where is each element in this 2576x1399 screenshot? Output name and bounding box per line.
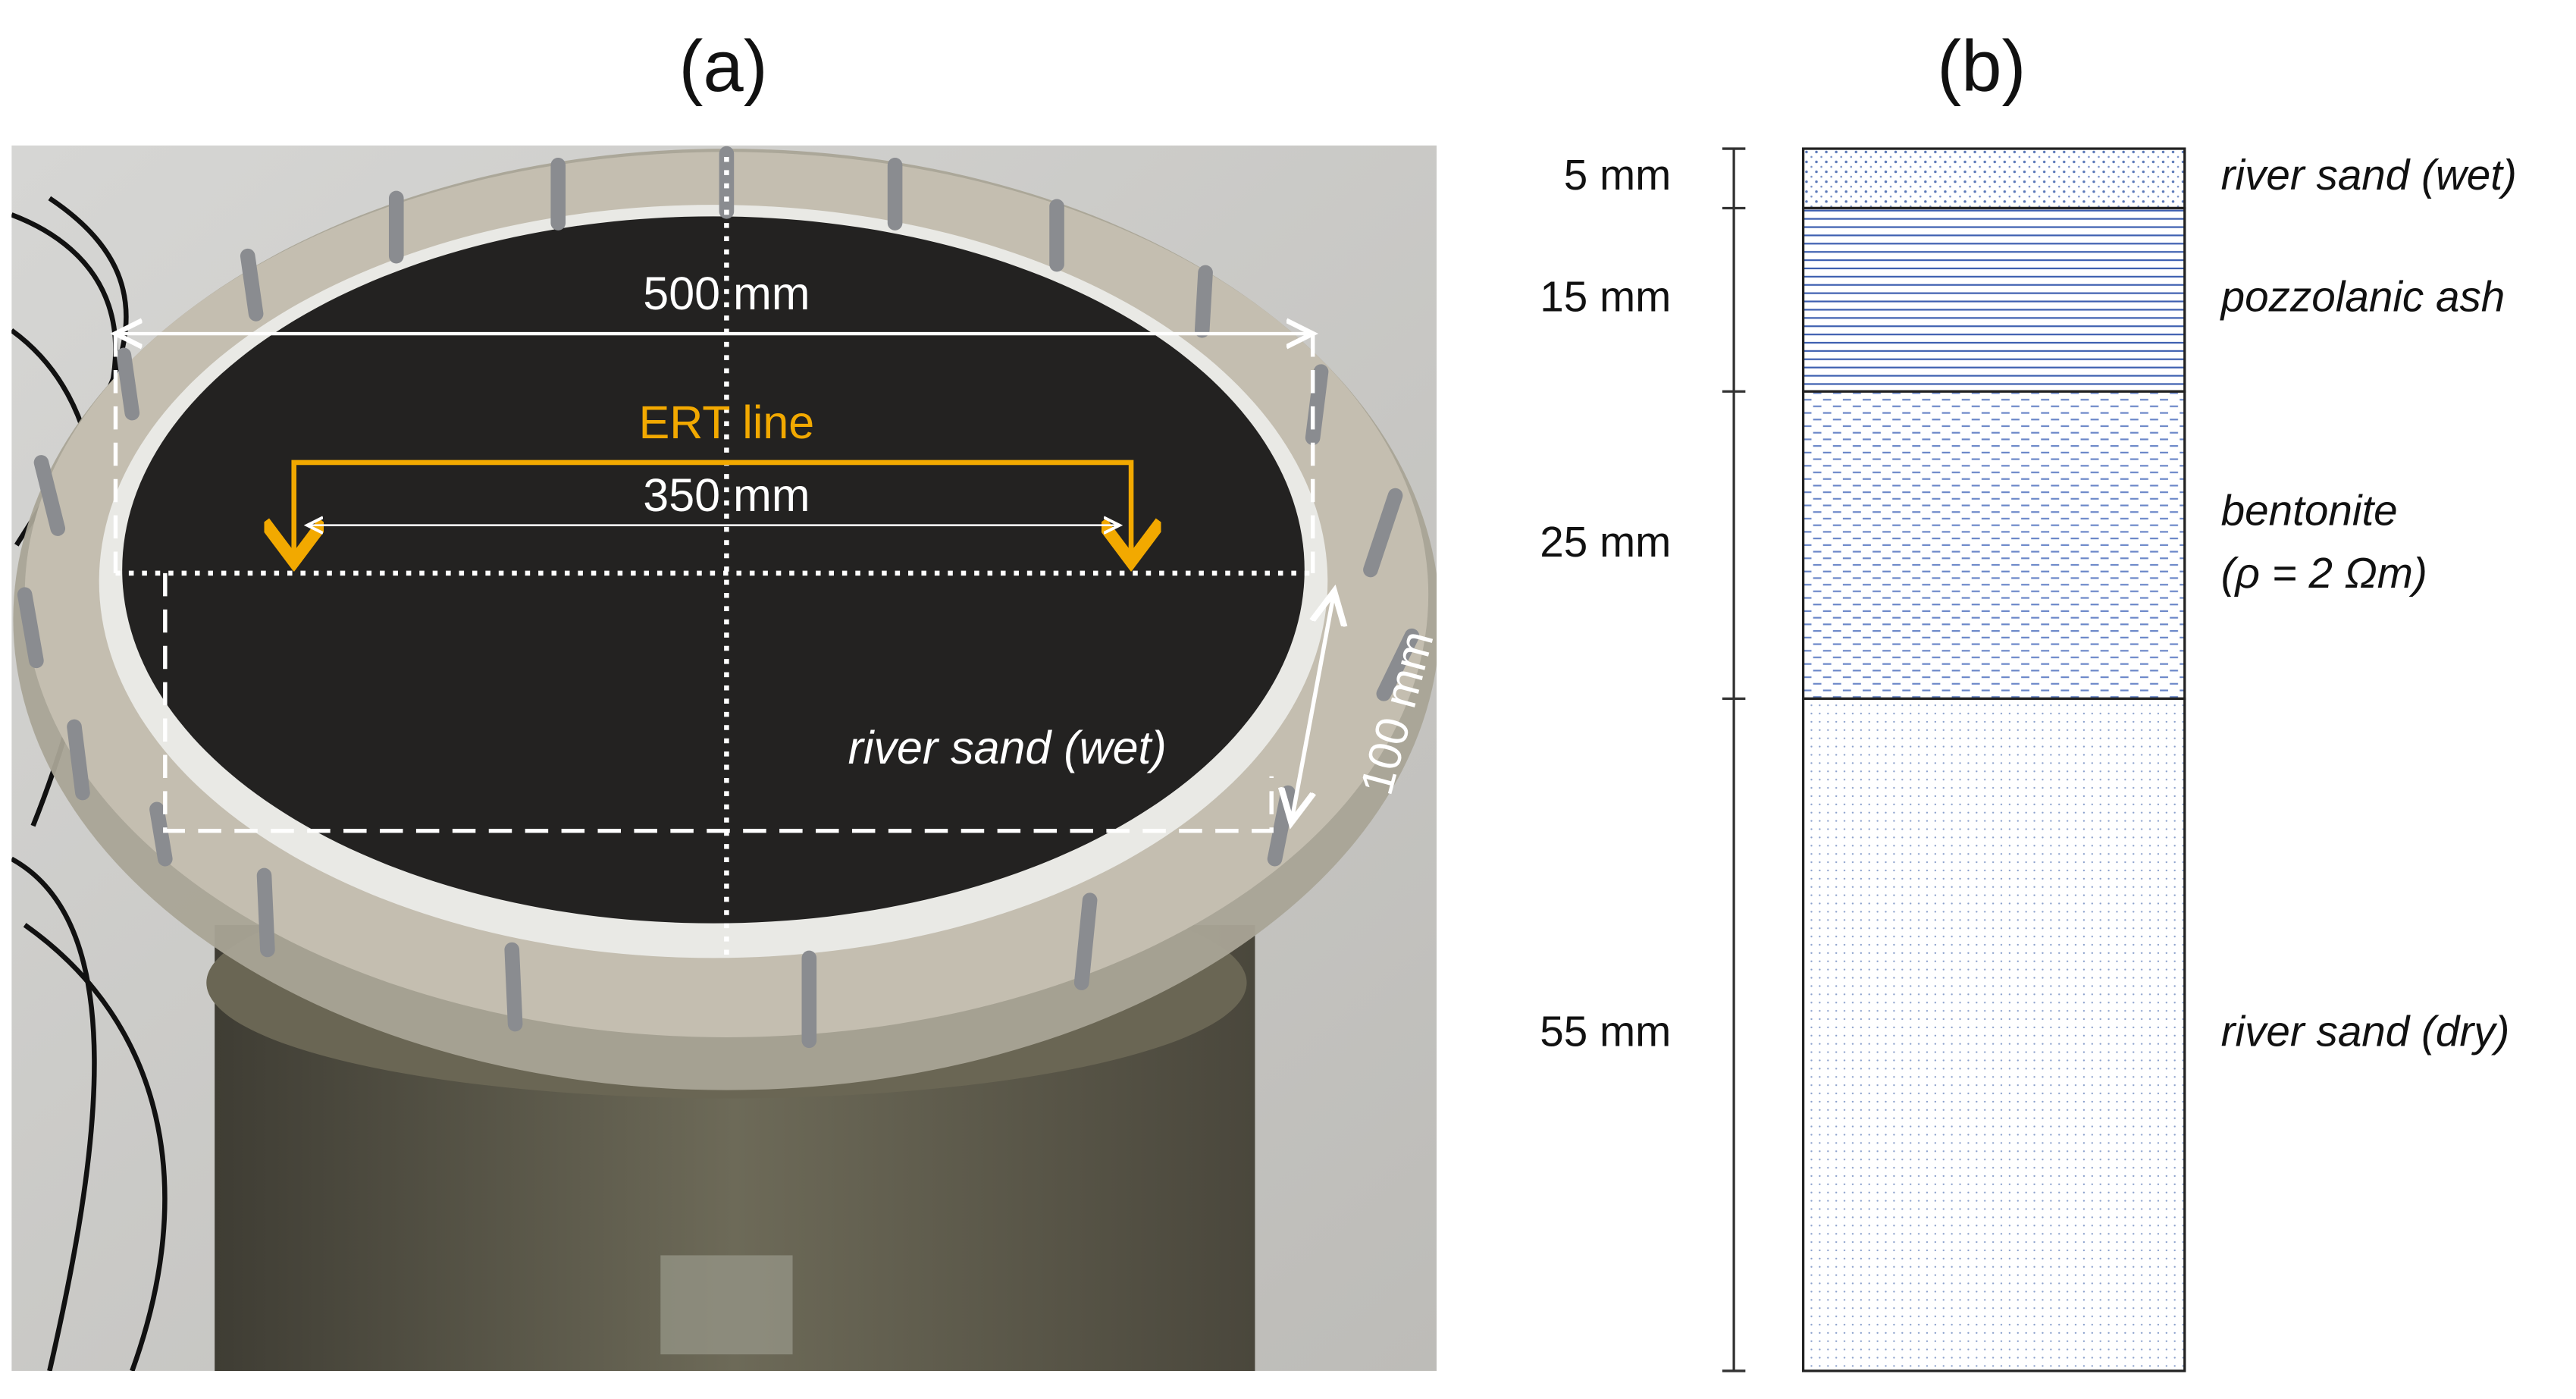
layer-thickness: 5 mm [1564, 152, 1672, 199]
layer-label: river sand (wet) [2221, 152, 2517, 199]
layer-label: pozzolanic ash [2220, 273, 2505, 321]
panel-label: (b) [1937, 26, 2026, 107]
layer-pattern [1801, 147, 2186, 210]
annotation: 350 mm [643, 469, 810, 521]
annotation: river sand (wet) [848, 722, 1167, 773]
layer-thickness: 15 mm [1540, 273, 1671, 321]
soil-column: 5 mm river sand (wet) 15 mm pozzolanic ash 2… [1540, 147, 2517, 1372]
layer-pattern [1801, 697, 2186, 1372]
layer-thickness: 55 mm [1540, 1008, 1671, 1056]
layer-label: river sand (dry) [2221, 1008, 2510, 1056]
layer-pattern [1801, 206, 2186, 393]
layer-pattern [1801, 390, 2186, 701]
layer-label: (ρ = 2 Ωm) [2221, 550, 2427, 598]
layer-thickness: 25 mm [1540, 519, 1671, 566]
layer-label: bentonite [2221, 487, 2398, 535]
annotation: ERT line [639, 397, 815, 448]
annotation: 500 mm [643, 268, 810, 319]
panel-label: (a) [678, 26, 767, 107]
photo-annotations: 500 mm ERT line 350 mm river sand (wet) … [115, 156, 1443, 955]
